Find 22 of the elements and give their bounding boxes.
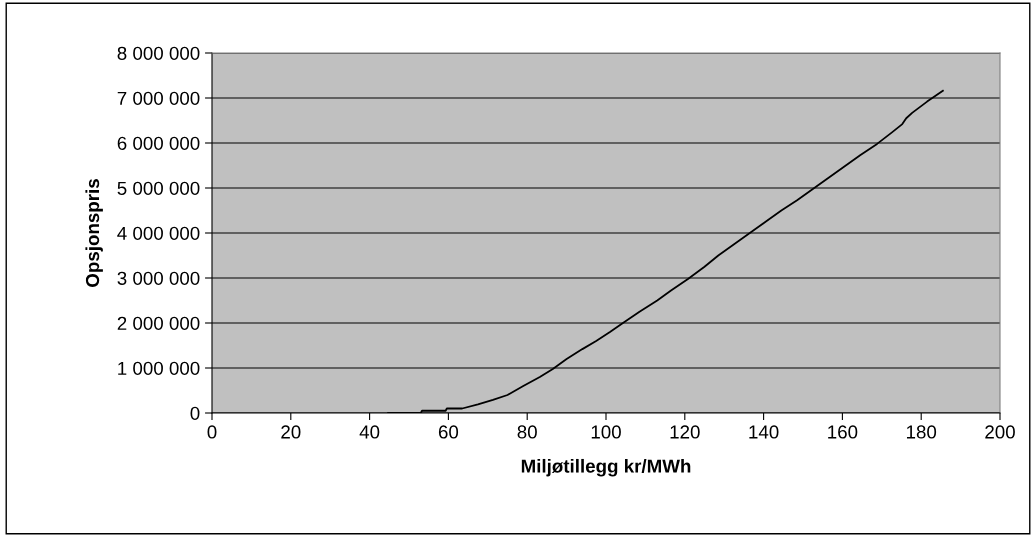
x-tick-label: 140 xyxy=(749,425,779,439)
y-tick-label: 2 000 000 xyxy=(117,316,200,330)
y-tick-label: 1 000 000 xyxy=(118,361,200,375)
x-tick-label: 40 xyxy=(359,425,380,439)
x-tick-label: 0 xyxy=(207,425,217,439)
x-tick-label: 160 xyxy=(828,425,858,439)
x-tick-label: 120 xyxy=(670,425,700,439)
x-axis-title: Miljøtillegg kr/MWh xyxy=(521,458,691,477)
x-tick-label: 60 xyxy=(438,425,459,439)
x-tick-label: 100 xyxy=(591,425,621,439)
y-tick-label: 6 000 000 xyxy=(117,136,200,150)
y-tick-label: 4 000 000 xyxy=(117,226,200,240)
x-tick-label: 180 xyxy=(906,425,937,439)
y-axis-title: Opsjonspris xyxy=(85,179,103,287)
y-tick-label: 7 000 000 xyxy=(117,91,200,105)
y-tick-label: 8 000 000 xyxy=(117,46,200,60)
x-tick-label: 20 xyxy=(281,425,301,439)
y-tick-label: 3 000 000 xyxy=(117,271,200,285)
x-tick-label: 80 xyxy=(517,425,537,439)
x-tick-label: 200 xyxy=(985,425,1015,439)
y-tick-label: 5 000 000 xyxy=(117,181,200,195)
y-tick-label: 0 xyxy=(190,406,200,420)
